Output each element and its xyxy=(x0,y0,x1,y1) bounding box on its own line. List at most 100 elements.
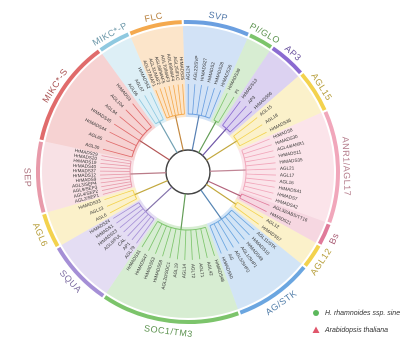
branch xyxy=(245,156,275,163)
clade-sector xyxy=(230,198,316,264)
leaf-label: AGL70/MAF3 xyxy=(160,54,171,83)
branch xyxy=(155,89,168,119)
leaf-label: HrMADS40 xyxy=(73,163,97,169)
leaf-label: HrMADS25 xyxy=(179,57,185,81)
clade-label: SVP xyxy=(208,10,229,24)
leaf-label: HrMADS29 xyxy=(74,148,98,157)
branch xyxy=(206,140,238,161)
branch xyxy=(209,209,233,227)
branch xyxy=(245,173,276,176)
branch xyxy=(241,150,247,191)
branch xyxy=(243,144,272,155)
branch xyxy=(229,111,253,133)
clade-ring xyxy=(42,213,60,248)
clade-label: AGL12 xyxy=(308,246,333,277)
branch xyxy=(138,98,157,125)
branch xyxy=(217,221,234,248)
branch xyxy=(209,90,222,119)
branch xyxy=(191,114,200,151)
branch xyxy=(158,121,178,154)
branch xyxy=(119,116,144,136)
branch xyxy=(241,138,270,151)
leaf-label: HrMADS48 xyxy=(214,259,226,283)
leaf-label: HrMADS35 xyxy=(279,157,303,164)
leaf-label: AGL44/ANR1 xyxy=(277,140,306,152)
clade-ring xyxy=(99,32,130,52)
leaf-label: AGL14 xyxy=(181,263,187,278)
branch xyxy=(159,88,170,118)
branch xyxy=(213,223,228,251)
branch xyxy=(109,131,137,147)
leaf-label: HrMADS7 xyxy=(277,192,299,202)
branch xyxy=(155,119,164,125)
branch xyxy=(217,96,235,123)
branch xyxy=(200,189,223,220)
clade-ring xyxy=(249,33,273,49)
branch xyxy=(213,119,219,123)
clade-sector xyxy=(236,190,326,243)
leaf-label: AGL72 xyxy=(190,264,196,279)
branch xyxy=(136,218,155,244)
branch xyxy=(131,216,152,241)
branch xyxy=(236,124,263,142)
branch xyxy=(239,131,267,147)
branch xyxy=(245,177,276,182)
leaf-label: AGL4/SEP2 xyxy=(73,189,99,199)
leaf-label: HrMADS28 xyxy=(213,61,225,85)
branch xyxy=(125,109,148,132)
branch xyxy=(134,180,168,196)
leaf-label: AGL30 xyxy=(85,142,101,151)
leaf-label: AGL13 xyxy=(89,205,105,215)
leaf-label: HrMADS27 xyxy=(199,57,208,81)
clade-ring xyxy=(239,265,306,315)
branch xyxy=(101,155,132,162)
clade-ring xyxy=(129,20,182,36)
clade-ring xyxy=(300,73,327,111)
branch xyxy=(195,229,201,260)
branch xyxy=(101,181,131,188)
branch xyxy=(102,186,133,195)
branch xyxy=(119,208,144,229)
branch xyxy=(168,85,176,116)
branch xyxy=(148,223,163,251)
leaf-label: AGL16 xyxy=(279,179,294,186)
branch xyxy=(231,209,255,231)
branch xyxy=(205,183,237,205)
clade-label: SEP xyxy=(22,168,33,188)
branch xyxy=(113,202,139,219)
branch xyxy=(205,87,215,117)
clade-label: SQUA xyxy=(58,268,84,295)
clade-sector xyxy=(106,217,238,319)
branch xyxy=(245,181,275,188)
branch xyxy=(138,202,155,220)
branch xyxy=(100,166,131,170)
clade-ring xyxy=(303,244,321,267)
branch xyxy=(174,115,184,151)
branch xyxy=(176,229,182,260)
branch xyxy=(116,205,142,224)
clade-sector xyxy=(206,206,302,310)
leaf-label: AG xyxy=(227,253,235,262)
branch xyxy=(141,221,158,248)
branch xyxy=(109,198,137,214)
branch xyxy=(224,216,245,240)
branch xyxy=(155,225,167,254)
branch xyxy=(100,159,131,165)
clade-sector xyxy=(182,26,248,122)
branch xyxy=(196,84,202,115)
clade-ring xyxy=(183,20,249,37)
leaf-label: AGL24 xyxy=(185,65,190,80)
branch xyxy=(207,180,242,197)
branch xyxy=(213,93,228,121)
branch xyxy=(100,173,131,176)
branch xyxy=(202,128,227,156)
branch xyxy=(132,103,152,128)
branch xyxy=(222,101,241,126)
leaf-label: AGL9/SEP3 xyxy=(72,185,98,194)
branch xyxy=(221,218,240,244)
leaf-label: AGL71 xyxy=(198,263,205,278)
branch xyxy=(162,227,172,257)
branch xyxy=(164,87,173,117)
branch xyxy=(244,185,274,194)
